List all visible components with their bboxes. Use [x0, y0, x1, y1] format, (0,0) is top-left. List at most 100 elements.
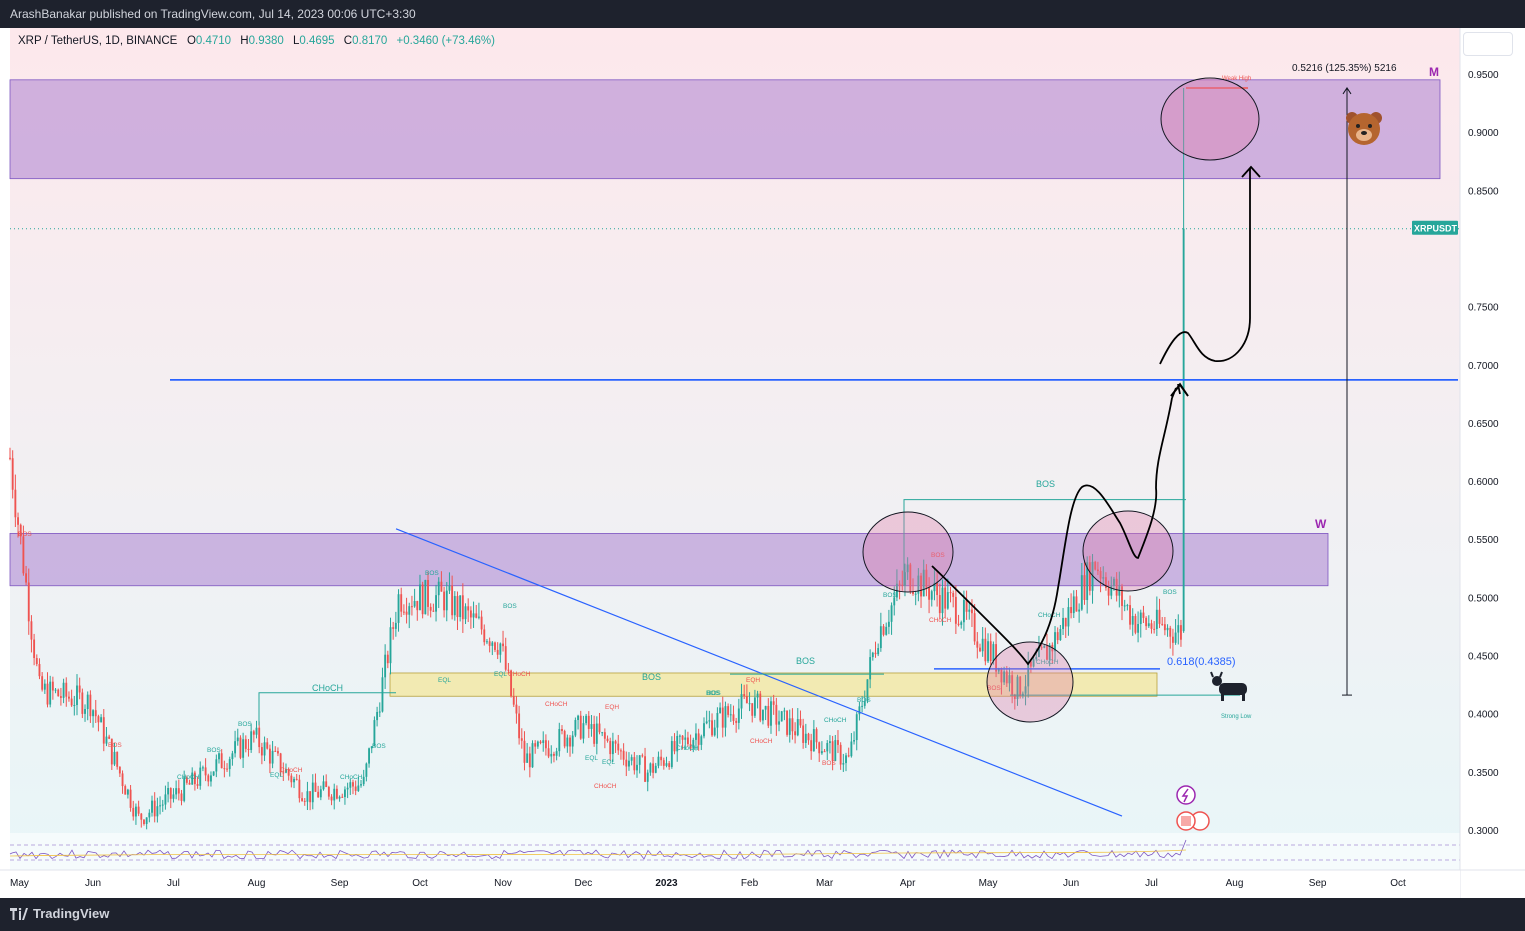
- candle-body: [78, 685, 81, 693]
- structure-label-eqh: EQH: [605, 704, 619, 711]
- candle-body: [472, 613, 475, 618]
- candle-body: [555, 751, 558, 756]
- candle-body: [35, 658, 38, 665]
- candle-body: [145, 817, 148, 824]
- candle-body: [279, 753, 282, 773]
- y-tick-label: 0.4000: [1468, 710, 1499, 721]
- candle-body: [344, 789, 346, 797]
- candle-body: [949, 592, 952, 594]
- chart-frame[interactable]: 0.618(0.4385)XRPUSDT0.817003:23:480.5216…: [0, 28, 1525, 898]
- candle-body: [938, 595, 941, 614]
- close-label: C: [343, 35, 353, 47]
- candle-body: [510, 670, 513, 697]
- structure-label-bos: BOS: [987, 685, 1001, 692]
- candle-body: [1005, 671, 1008, 684]
- candle-body: [1062, 617, 1064, 630]
- structure-label-choch: CHoCH: [750, 738, 773, 745]
- candle-body: [770, 701, 772, 726]
- candle-body: [504, 646, 507, 670]
- candle-body: [954, 596, 957, 624]
- change-value: +0.3460 (+73.46%): [396, 35, 495, 47]
- candle-body: [965, 600, 968, 612]
- candle-body: [962, 600, 965, 623]
- candle-body: [419, 584, 421, 611]
- candle-body: [561, 729, 563, 732]
- candle-body: [879, 626, 882, 649]
- x-tick-label: Aug: [1226, 878, 1244, 889]
- candle-body: [587, 715, 590, 729]
- candle-body: [984, 638, 987, 662]
- candle-body: [349, 782, 352, 788]
- candle-body: [751, 703, 754, 716]
- x-tick-label: Sep: [1309, 878, 1327, 889]
- high-label: H: [240, 35, 249, 47]
- candle-body: [135, 806, 137, 817]
- bull-leg: [1242, 693, 1245, 701]
- candle-body: [526, 753, 529, 763]
- candle-body: [735, 720, 738, 723]
- candle-body: [611, 741, 614, 755]
- x-tick-label: Feb: [741, 878, 759, 889]
- candle-body: [148, 812, 151, 818]
- candle-body: [102, 717, 105, 744]
- candle-body: [700, 736, 703, 745]
- tradingview-brand: TradingView: [33, 906, 110, 921]
- candle-body: [19, 524, 22, 537]
- candle-body: [727, 706, 730, 715]
- candle-body: [745, 696, 748, 704]
- price-scale-button[interactable]: [1463, 32, 1513, 56]
- candle-body: [360, 784, 362, 786]
- candle-body: [1067, 607, 1070, 627]
- footer-bar: TradingView: [0, 898, 1525, 931]
- price-chart[interactable]: 0.618(0.4385)XRPUSDT0.817003:23:480.5216…: [0, 28, 1525, 898]
- candle-body: [721, 707, 724, 728]
- y-tick-label: 0.7000: [1468, 361, 1499, 372]
- candle-body: [402, 611, 405, 613]
- zone-1: [9, 533, 1329, 587]
- candle-body: [33, 639, 36, 659]
- candle-body: [590, 724, 593, 729]
- flag-icon-fill: [1181, 816, 1191, 826]
- bull-body: [1219, 683, 1247, 695]
- candle-body: [544, 740, 547, 749]
- structure-label-eql: EQL: [602, 759, 615, 766]
- candle-body: [1083, 575, 1086, 600]
- candle-body: [906, 564, 909, 573]
- letter-w: W: [1315, 517, 1327, 531]
- candle-body: [469, 610, 472, 618]
- structure-label-choch: CHoCH: [280, 767, 303, 774]
- candle-body: [352, 782, 354, 787]
- candle-body: [617, 743, 620, 751]
- candle-body: [684, 737, 687, 740]
- publish-info: ArashBanakar published on TradingView.co…: [10, 7, 416, 21]
- candle-body: [1075, 596, 1078, 612]
- x-tick-label: Jun: [85, 878, 101, 889]
- candle-body: [515, 704, 518, 714]
- candle-body: [644, 756, 646, 782]
- candle-body: [609, 740, 612, 755]
- candle-body: [794, 731, 797, 736]
- candle-body: [81, 692, 84, 714]
- candle-body: [218, 753, 220, 760]
- candle-body: [271, 750, 274, 764]
- candle-body: [277, 751, 279, 754]
- candle-body: [1115, 578, 1118, 596]
- candle-body: [708, 720, 711, 722]
- trendline: [395, 528, 1123, 817]
- candle-body: [491, 642, 494, 646]
- candle-body: [1003, 671, 1006, 683]
- candle-body: [317, 791, 320, 798]
- candle-body: [547, 748, 550, 757]
- candle-body: [952, 593, 955, 597]
- candle-body: [220, 753, 223, 769]
- candle-body: [456, 596, 459, 618]
- candle-body: [1099, 570, 1102, 579]
- candle-body: [118, 766, 121, 774]
- candle-body: [311, 782, 314, 803]
- candle-body: [1040, 647, 1043, 649]
- candle-body: [507, 669, 510, 671]
- symbol-title[interactable]: XRP / TetherUS, 1D, BINANCE: [18, 35, 178, 47]
- oscillator-signal: [9, 849, 1187, 857]
- bear-eye: [1368, 124, 1372, 128]
- symbol-tag: [1412, 220, 1458, 235]
